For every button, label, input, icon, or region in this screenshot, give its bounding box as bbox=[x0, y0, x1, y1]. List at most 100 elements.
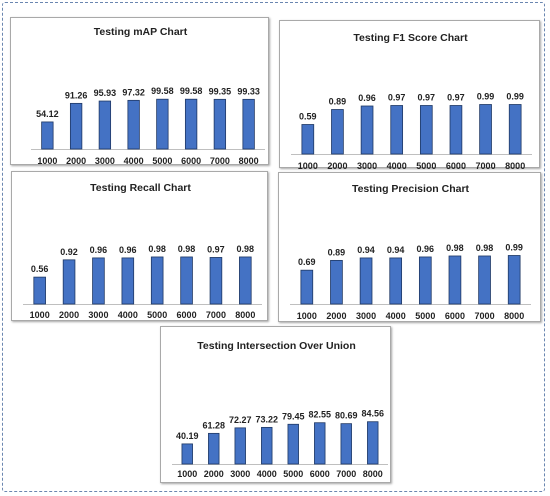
data-label: 0.99 bbox=[506, 92, 524, 102]
x-tick-label: 1000 bbox=[297, 311, 317, 321]
bar bbox=[242, 98, 255, 150]
x-tick-label: 4000 bbox=[124, 156, 144, 166]
map-chart-panel: Testing mAP Chart 54.12 1000 91.26 2000 95.93… bbox=[10, 17, 269, 166]
bar bbox=[92, 257, 105, 305]
f1-score-chart-panel: Testing F1 Score Chart 0.59 1000 0.89 2000 0.… bbox=[279, 20, 540, 169]
data-label: 0.94 bbox=[357, 245, 375, 255]
precision-chart-panel: Testing Precision Chart 0.69 1000 0.89 2000 0… bbox=[278, 172, 541, 322]
bar bbox=[33, 276, 46, 305]
bar bbox=[213, 98, 227, 150]
data-label: 54.12 bbox=[36, 109, 59, 119]
x-tick-label: 3000 bbox=[356, 311, 376, 321]
data-label: 0.97 bbox=[418, 93, 436, 103]
x-tick-label: 7000 bbox=[476, 161, 496, 169]
x-tick-label: 6000 bbox=[446, 161, 466, 169]
iou-chart-panel: Testing Intersection Over Union 40.19 1000… bbox=[160, 326, 391, 483]
bar bbox=[239, 256, 252, 305]
bar bbox=[127, 99, 140, 150]
x-tick-label: 3000 bbox=[357, 161, 377, 169]
data-label: 40.19 bbox=[176, 431, 199, 441]
bar bbox=[419, 105, 433, 155]
data-label: 0.59 bbox=[299, 112, 317, 122]
data-label: 0.97 bbox=[207, 244, 225, 254]
data-label: 0.69 bbox=[298, 257, 316, 267]
bar bbox=[62, 259, 76, 305]
x-tick-label: 4000 bbox=[118, 310, 138, 320]
x-tick-label: 2000 bbox=[66, 156, 86, 166]
data-label: 61.28 bbox=[202, 420, 225, 430]
bar bbox=[449, 105, 463, 155]
data-label: 99.33 bbox=[237, 86, 260, 96]
x-tick-label: 3000 bbox=[230, 469, 250, 479]
chart-title: Testing Recall Chart bbox=[90, 182, 191, 194]
data-label: 95.93 bbox=[94, 88, 117, 98]
bar bbox=[98, 100, 112, 150]
data-label: 82.55 bbox=[308, 410, 331, 420]
bar bbox=[314, 422, 326, 465]
bar bbox=[507, 255, 521, 305]
bar bbox=[156, 98, 169, 150]
x-tick-label: 6000 bbox=[181, 156, 201, 166]
bar bbox=[330, 259, 343, 305]
x-tick-label: 1000 bbox=[177, 469, 197, 479]
x-tick-label: 5000 bbox=[152, 156, 172, 166]
bar bbox=[234, 427, 246, 465]
bar bbox=[41, 121, 54, 150]
data-label: 79.45 bbox=[282, 411, 305, 421]
x-tick-label: 5000 bbox=[416, 161, 436, 169]
bar bbox=[150, 256, 164, 305]
data-label: 0.98 bbox=[476, 243, 494, 253]
x-tick-label: 3000 bbox=[88, 310, 108, 320]
x-tick-label: 3000 bbox=[95, 156, 115, 166]
iou-chart: Testing Intersection Over Union 40.19 1000… bbox=[172, 340, 388, 479]
bar bbox=[508, 104, 522, 155]
chart-title: Testing Precision Chart bbox=[352, 183, 470, 195]
bar bbox=[367, 421, 379, 465]
data-label: 0.92 bbox=[60, 247, 78, 257]
data-label: 99.58 bbox=[180, 86, 203, 96]
bar bbox=[287, 423, 299, 465]
data-label: 91.26 bbox=[65, 90, 88, 100]
bar bbox=[479, 104, 492, 155]
data-label: 0.56 bbox=[31, 264, 49, 274]
data-label: 0.89 bbox=[328, 247, 346, 257]
x-tick-label: 4000 bbox=[257, 469, 277, 479]
x-tick-label: 5000 bbox=[415, 311, 435, 321]
x-tick-label: 6000 bbox=[310, 469, 330, 479]
data-label: 0.98 bbox=[237, 244, 255, 254]
data-label: 72.27 bbox=[229, 415, 252, 425]
x-tick-label: 8000 bbox=[504, 311, 524, 321]
data-label: 0.96 bbox=[417, 244, 435, 254]
data-label: 0.97 bbox=[447, 93, 465, 103]
bar bbox=[418, 256, 432, 305]
x-tick-label: 8000 bbox=[505, 161, 525, 169]
recall-chart: Testing Recall Chart 0.56 1000 0.92 2000 0.96… bbox=[23, 182, 262, 320]
x-tick-label: 7000 bbox=[206, 310, 226, 320]
bar bbox=[448, 255, 462, 305]
x-tick-label: 1000 bbox=[298, 161, 318, 169]
bar bbox=[359, 257, 373, 305]
bar bbox=[181, 443, 193, 465]
bar bbox=[478, 255, 491, 305]
x-tick-label: 2000 bbox=[59, 310, 79, 320]
data-label: 99.35 bbox=[209, 86, 232, 96]
bar bbox=[301, 124, 315, 155]
x-tick-label: 1000 bbox=[37, 156, 57, 166]
bar bbox=[360, 105, 374, 155]
bar bbox=[390, 105, 404, 155]
figure-frame bbox=[2, 2, 545, 492]
map-chart: Testing mAP Chart 54.12 1000 91.26 2000 95.93… bbox=[31, 26, 265, 166]
bar bbox=[331, 109, 344, 155]
data-label: 0.99 bbox=[505, 242, 523, 252]
bar bbox=[261, 426, 273, 465]
data-label: 0.96 bbox=[119, 245, 137, 255]
x-tick-label: 8000 bbox=[239, 156, 259, 166]
x-tick-label: 7000 bbox=[210, 156, 230, 166]
precision-chart: Testing Precision Chart 0.69 1000 0.89 2000 0… bbox=[290, 183, 531, 321]
recall-chart-panel: Testing Recall Chart 0.56 1000 0.92 2000 0.96… bbox=[11, 171, 268, 321]
x-tick-label: 6000 bbox=[445, 311, 465, 321]
x-tick-label: 2000 bbox=[326, 311, 346, 321]
x-tick-label: 4000 bbox=[386, 311, 406, 321]
x-tick-label: 8000 bbox=[363, 469, 383, 479]
data-label: 97.32 bbox=[122, 87, 145, 97]
